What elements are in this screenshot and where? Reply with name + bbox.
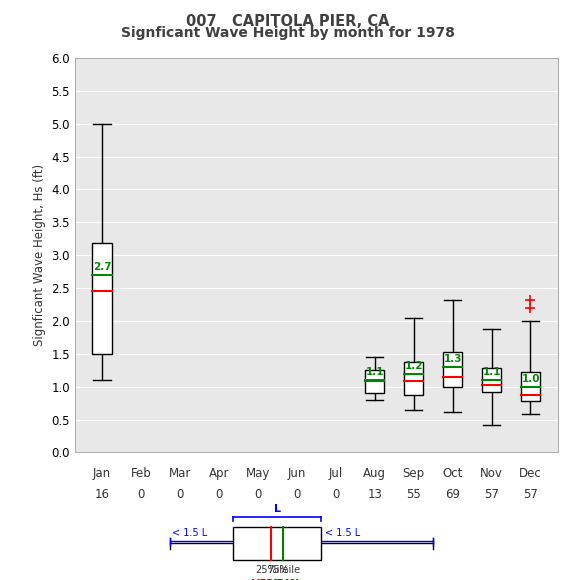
Bar [482, 368, 501, 392]
Text: 2.7: 2.7 [94, 262, 112, 272]
Text: 1.3: 1.3 [444, 354, 462, 364]
Text: 69: 69 [445, 488, 460, 501]
Text: May: May [246, 467, 270, 480]
Text: 007   CAPITOLA PIER, CA: 007 CAPITOLA PIER, CA [186, 14, 389, 30]
Text: MEDIAN: MEDIAN [250, 579, 293, 580]
Text: 13: 13 [367, 488, 382, 501]
Text: < 1.5 L: < 1.5 L [325, 528, 361, 538]
Text: 0: 0 [176, 488, 183, 501]
Text: Mar: Mar [168, 467, 191, 480]
Text: Jun: Jun [288, 467, 306, 480]
Text: 1.0: 1.0 [522, 374, 540, 384]
Text: 1.1: 1.1 [366, 368, 385, 378]
Text: Signficant Wave Height by month for 1978: Signficant Wave Height by month for 1978 [121, 26, 454, 40]
Text: L: L [274, 505, 281, 514]
Text: < 1.5 L: < 1.5 L [171, 528, 207, 538]
Text: 0: 0 [215, 488, 223, 501]
Text: 1.2: 1.2 [405, 361, 424, 371]
Text: MEAN: MEAN [267, 579, 299, 580]
Text: Nov: Nov [480, 467, 503, 480]
Text: Apr: Apr [209, 467, 229, 480]
Text: Feb: Feb [131, 467, 151, 480]
Text: Jan: Jan [93, 467, 111, 480]
Text: Jul: Jul [328, 467, 343, 480]
Text: 1.1: 1.1 [483, 368, 501, 378]
Bar [443, 353, 462, 387]
Y-axis label: Signficant Wave Height, Hs (ft): Signficant Wave Height, Hs (ft) [33, 164, 45, 346]
Text: Sep: Sep [402, 467, 425, 480]
Bar [521, 372, 540, 401]
Text: 57: 57 [523, 488, 538, 501]
Text: 57: 57 [484, 488, 499, 501]
Text: 0: 0 [332, 488, 339, 501]
Bar [365, 370, 385, 393]
Bar [404, 362, 423, 394]
Text: Oct: Oct [442, 467, 463, 480]
Bar [233, 527, 321, 560]
Bar [92, 244, 112, 354]
Text: 0: 0 [137, 488, 145, 501]
Text: 75%ile: 75%ile [267, 566, 300, 575]
Text: Aug: Aug [363, 467, 386, 480]
Text: Dec: Dec [519, 467, 542, 480]
Text: 25%ile: 25%ile [255, 566, 288, 575]
Text: 0: 0 [293, 488, 301, 501]
Text: 55: 55 [407, 488, 421, 501]
Text: 16: 16 [94, 488, 109, 501]
Text: 0: 0 [254, 488, 262, 501]
